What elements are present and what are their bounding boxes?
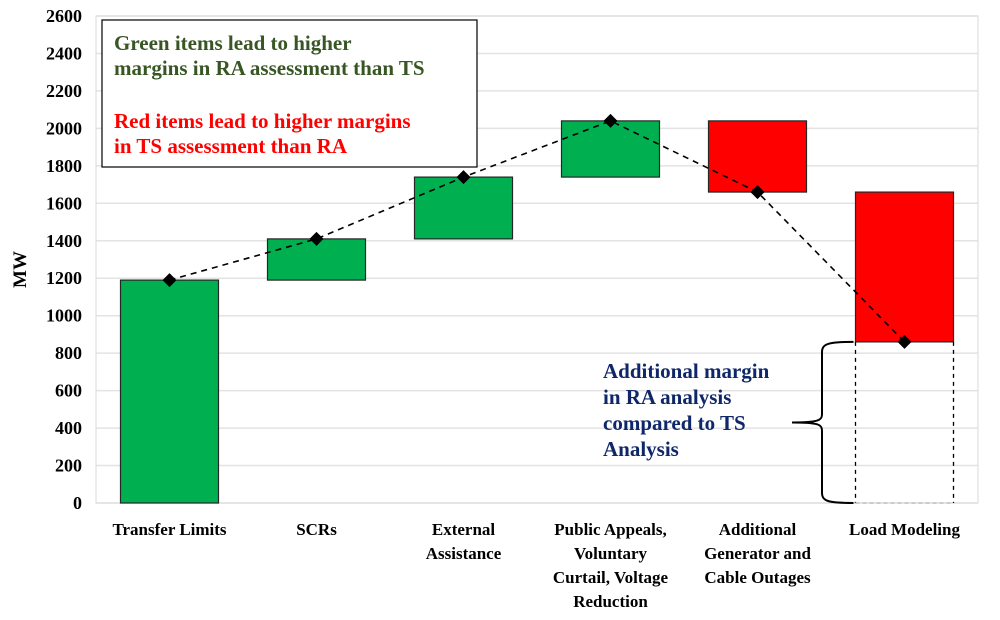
x-category-label-line: Cable Outages (704, 568, 811, 587)
x-category-label: External Assistance (426, 520, 502, 563)
y-tick-label: 1800 (46, 156, 82, 176)
x-category-label: Additional Generator and Cable Outages (704, 520, 811, 587)
y-tick-label: 400 (55, 418, 82, 438)
cumulative-line-path (169, 120, 906, 343)
plot-area (95, 15, 979, 504)
y-tick-label: 2000 (46, 118, 82, 138)
x-category-label-line: Reduction (573, 592, 648, 611)
annotation-line-3: compared to TS (603, 411, 746, 435)
legend-green-line-2: margins in RA assessment than TS (114, 56, 425, 80)
x-category-label-line: Assistance (426, 544, 502, 563)
bar-2 (413, 176, 514, 240)
x-category-label: Transfer Limits (112, 520, 226, 539)
diamond-marker (603, 113, 618, 128)
x-category-label-line: Load Modeling (849, 520, 960, 539)
y-axis-ticks: 0 200 400 600 800 1000 1200 1400 1600 1800 2000 220… (46, 6, 82, 513)
y-tick-label: 2600 (46, 6, 82, 26)
y-tick-label: 1000 (46, 306, 82, 326)
y-tick-label: 800 (55, 343, 82, 363)
y-tick-label: 600 (55, 381, 82, 401)
y-axis-label: MW (10, 251, 31, 288)
cumulative-line (162, 113, 912, 349)
x-category-label-line: Additional (719, 520, 797, 539)
bar-3 (560, 120, 661, 178)
y-tick-label: 200 (55, 456, 82, 476)
bar-5 (854, 191, 955, 343)
bars (119, 120, 955, 504)
y-tick-label: 1400 (46, 231, 82, 251)
x-category-label-line: Voluntary (574, 544, 648, 563)
x-category-label: SCRs (296, 520, 337, 539)
legend-green-line-1: Green items lead to higher (114, 31, 352, 55)
residual-margin-box (854, 341, 955, 504)
x-category-label-line: External (432, 520, 496, 539)
curly-brace-icon (791, 340, 854, 504)
x-category-label-line: Public Appeals, (554, 520, 666, 539)
x-category-label-line: SCRs (296, 520, 337, 539)
y-tick-label: 0 (73, 493, 82, 513)
legend-box: Green items lead to higher margins in RA… (101, 19, 478, 168)
bar-4 (707, 120, 808, 193)
diamond-marker (897, 334, 912, 349)
diamond-marker (309, 231, 324, 246)
diamond-marker (456, 170, 471, 185)
x-axis-categories: Transfer Limits SCRs External Assistance Pub… (112, 520, 960, 611)
y-tick-label: 1600 (46, 193, 82, 213)
annotation-line-2: in RA analysis (603, 385, 731, 409)
legend-red-line-2: in TS assessment than RA (114, 134, 348, 158)
legend-red-line-1: Red items lead to higher margins (114, 109, 411, 133)
x-category-label-line: Generator and (704, 544, 811, 563)
x-category-label-line: Curtail, Voltage (553, 568, 669, 587)
y-tick-label: 2200 (46, 81, 82, 101)
legend-box-frame (101, 19, 478, 168)
x-category-label: Load Modeling (849, 520, 960, 539)
diamond-marker (162, 273, 177, 288)
x-category-label: Public Appeals, Voluntary Curtail, Voltage… (553, 520, 669, 611)
annotation: Additional margin in RA analysis compare… (603, 340, 854, 504)
x-category-label-line: Transfer Limits (112, 520, 226, 539)
diamond-marker (750, 185, 765, 200)
bar-0 (119, 279, 220, 504)
annotation-line-4: Analysis (603, 437, 679, 461)
annotation-line-1: Additional margin (603, 359, 770, 383)
y-tick-label: 1200 (46, 268, 82, 288)
y-tick-label: 2400 (46, 43, 82, 63)
